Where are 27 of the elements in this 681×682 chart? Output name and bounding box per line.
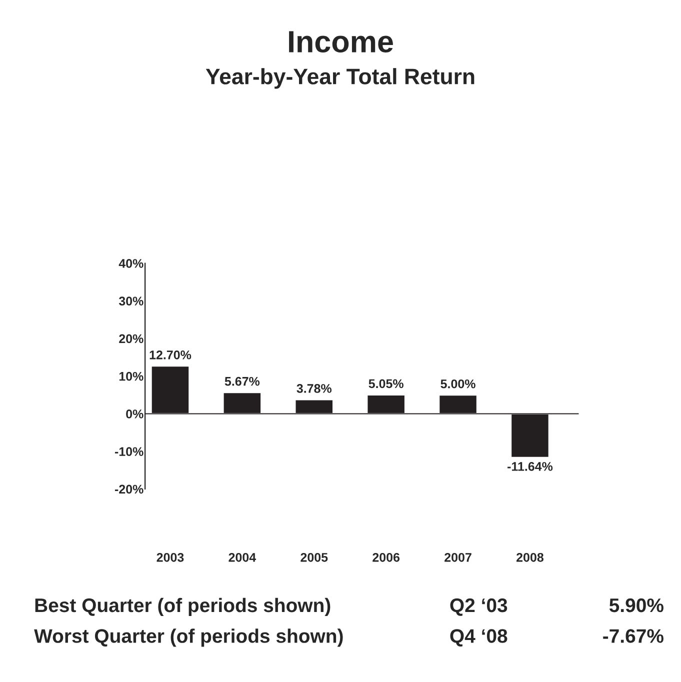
data-label: -11.64%	[508, 462, 553, 471]
chart-subtitle: Year-by-Year Total Return	[206, 68, 474, 89]
chart-title: Income	[289, 31, 393, 53]
data-label: 5.67%	[224, 376, 260, 386]
data-label: 12.70%	[150, 350, 192, 360]
text: Q2 ‘03	[450, 598, 508, 616]
text: -7.67%	[603, 629, 664, 643]
text: 5.90%	[609, 598, 664, 612]
y-tick-label: 40%	[118, 259, 144, 268]
data-label: 5.05%	[368, 379, 404, 388]
x-tick-label: 2008	[516, 552, 544, 562]
y-tick-label: 30%	[118, 296, 144, 306]
x-tick-label: 2007	[444, 552, 472, 562]
y-tick-label: 10%	[119, 372, 144, 381]
y-tick-label: 20%	[119, 334, 144, 344]
text: Worst Quarter (of periods shown)	[34, 628, 343, 647]
x-tick-label: 2006	[372, 552, 400, 562]
x-tick-label: 2005	[300, 552, 328, 562]
y-tick-label: -10%	[114, 447, 144, 456]
x-tick-label: 2003	[156, 552, 184, 562]
text: Best Quarter (of periods shown)	[35, 598, 330, 616]
x-tick-label: 2004	[228, 552, 256, 562]
y-tick-label: 0%	[126, 410, 144, 418]
data-label: 5.00%	[440, 379, 476, 388]
y-tick-label: -20%	[114, 484, 144, 494]
text: Q4 ‘08	[450, 629, 508, 647]
data-label: 3.78%	[296, 384, 332, 393]
